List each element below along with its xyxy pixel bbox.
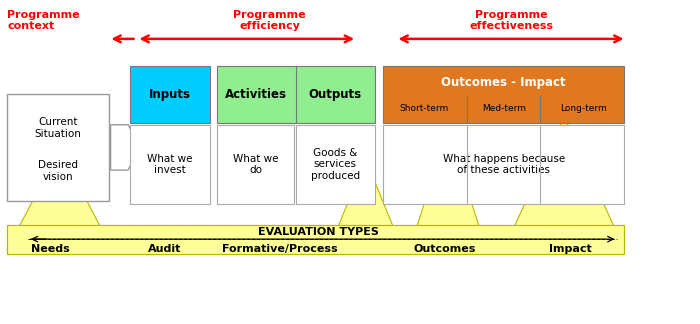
- Text: EVALUATION TYPES: EVALUATION TYPES: [258, 227, 379, 237]
- Text: Programme
efficiency: Programme efficiency: [233, 10, 306, 31]
- Polygon shape: [7, 149, 112, 249]
- Text: Activities: Activities: [225, 88, 288, 101]
- Text: What we
invest: What we invest: [147, 154, 193, 175]
- Text: What we
do: What we do: [232, 154, 279, 175]
- FancyBboxPatch shape: [383, 125, 624, 204]
- FancyBboxPatch shape: [130, 66, 210, 123]
- Text: Goods &
services
produced: Goods & services produced: [311, 148, 360, 181]
- FancyBboxPatch shape: [217, 125, 294, 204]
- Polygon shape: [111, 125, 140, 170]
- Text: Current
Situation: Current Situation: [34, 117, 81, 139]
- Text: Outcomes: Outcomes: [413, 244, 476, 254]
- Text: Impact: Impact: [549, 244, 592, 254]
- FancyBboxPatch shape: [7, 225, 624, 254]
- FancyBboxPatch shape: [217, 66, 374, 123]
- Text: Audit: Audit: [148, 244, 181, 254]
- Polygon shape: [410, 130, 486, 249]
- FancyBboxPatch shape: [296, 125, 374, 204]
- Text: Programme
effectiveness: Programme effectiveness: [469, 10, 553, 31]
- Text: Med-term: Med-term: [482, 104, 526, 113]
- Text: Formative/Process: Formative/Process: [222, 244, 338, 254]
- Text: Outputs: Outputs: [309, 88, 362, 101]
- Polygon shape: [504, 117, 624, 249]
- Text: Programme
context: Programme context: [7, 10, 80, 31]
- Text: Needs: Needs: [31, 244, 70, 254]
- FancyBboxPatch shape: [383, 66, 624, 123]
- Text: Short-term: Short-term: [399, 104, 449, 113]
- Text: Inputs: Inputs: [148, 88, 190, 101]
- FancyBboxPatch shape: [130, 125, 210, 204]
- Text: Long-term: Long-term: [560, 104, 607, 113]
- Text: Desired
vision: Desired vision: [38, 160, 78, 182]
- Text: Outcomes - Impact: Outcomes - Impact: [441, 76, 566, 89]
- Polygon shape: [329, 159, 402, 249]
- Text: What happens because
of these activities: What happens because of these activities: [442, 154, 565, 175]
- FancyBboxPatch shape: [7, 94, 108, 201]
